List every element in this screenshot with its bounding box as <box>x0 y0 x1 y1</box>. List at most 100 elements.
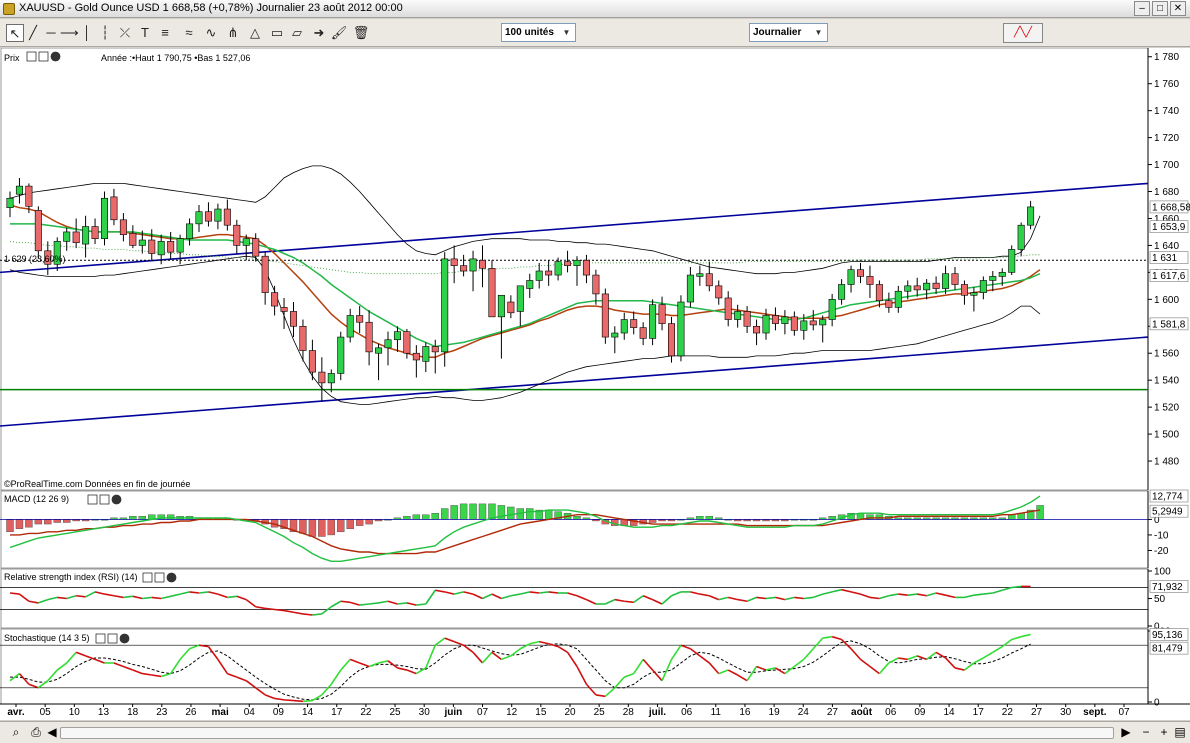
units-select[interactable]: 100 unités ▼ <box>501 23 576 42</box>
rsi-line-segment <box>170 593 181 598</box>
candle-up <box>923 282 931 291</box>
candle-down <box>25 185 33 207</box>
lower-band-label-box <box>1149 317 1189 331</box>
macd-close-icon <box>111 494 122 505</box>
minimize-icon[interactable]: – <box>1134 1 1150 16</box>
units-select-value: 100 unités <box>505 27 554 38</box>
stoch-k-value-label: 95,136 <box>1152 630 1183 641</box>
stoch-k-segment <box>746 666 758 682</box>
macd-histogram-bar <box>696 516 704 520</box>
text-tool-icon[interactable]: T <box>141 25 149 40</box>
pitchfork-icon[interactable]: ⋔ <box>227 25 239 40</box>
arrow-tool-icon[interactable]: ➜ <box>313 25 325 40</box>
candle-up <box>195 211 203 225</box>
macd-line <box>9 495 1041 562</box>
zoom-in-icon[interactable]: + <box>1160 725 1168 739</box>
rsi-line-segment <box>539 591 549 594</box>
candle-down <box>743 311 751 327</box>
candle-up <box>942 273 950 289</box>
stoch-k-segment <box>548 643 559 648</box>
candle-up <box>894 290 902 308</box>
stoch-k-segment <box>963 662 975 671</box>
cross-line-icon[interactable]: ⤫ <box>119 25 131 40</box>
time-tick-label: 09 <box>914 707 926 718</box>
vertical-line-dotted-icon[interactable]: ┆ <box>101 25 109 40</box>
fibonacci-icon[interactable]: ≡ <box>161 25 169 40</box>
rsi-line-segment <box>652 598 663 605</box>
pointer-icon[interactable]: ↖ <box>6 24 24 42</box>
candle-down <box>488 268 496 318</box>
scroll-right-icon[interactable]: ▶ <box>1121 725 1131 739</box>
panel-headers: Prix Année :•Haut 1 790,75 •Bas 1 527,06… <box>4 53 250 643</box>
macd-histogram-bar <box>346 519 354 529</box>
stoch-k-segment <box>623 672 634 678</box>
close-icon[interactable]: ✕ <box>1170 1 1186 16</box>
horizontal-line-icon[interactable]: ─ <box>46 25 56 40</box>
zigzag-icon[interactable]: ≈ <box>185 25 193 40</box>
rsi-line-segment <box>973 593 984 596</box>
time-tick-label: 22 <box>360 707 372 718</box>
candle-down <box>233 224 241 246</box>
stoch-k-segment <box>491 651 502 661</box>
time-tick-label: 27 <box>827 707 839 718</box>
scroll-left-icon[interactable]: ◀ <box>47 725 57 739</box>
print-icon[interactable]: ⎙ <box>31 725 41 739</box>
stoch-k-segment <box>311 694 323 702</box>
trash-icon[interactable]: 🗑 <box>352 25 370 40</box>
zoom-icon[interactable]: ⌕ <box>12 725 20 739</box>
line-tool-icon[interactable]: ╱ <box>29 25 37 40</box>
candle-up <box>526 280 534 289</box>
rsi-line-segment <box>926 592 937 597</box>
zoom-out-icon[interactable]: − <box>1142 725 1150 739</box>
macd-signal-value-label-box <box>1149 504 1189 518</box>
paint-bucket-icon[interactable]: 🖌 <box>330 25 348 40</box>
settings-icon[interactable]: ▤ <box>1174 725 1186 739</box>
time-scrollbar[interactable] <box>60 727 1114 739</box>
candle-up <box>346 315 354 338</box>
rsi-value-label: 71,932 <box>1152 582 1183 593</box>
candle-up <box>242 238 250 246</box>
macd-histogram-bar <box>705 516 713 520</box>
maximize-icon[interactable]: □ <box>1152 1 1168 16</box>
rsi-line-segment <box>841 588 852 593</box>
stoch-k-segment <box>756 665 767 671</box>
rsi-line-segment <box>614 598 625 603</box>
stoch-k-segment <box>604 687 616 697</box>
macd-histogram-bar <box>1036 505 1044 520</box>
rectangle-tool-icon[interactable]: ▭ <box>270 25 284 40</box>
channel-tool-icon[interactable]: ▱ <box>292 25 302 40</box>
macd-tick-label: -20 <box>1154 546 1169 557</box>
rsi-tick-label: 0 <box>1154 622 1160 633</box>
stoch-k-segment <box>406 669 417 675</box>
rsi-line-segment <box>671 591 682 597</box>
stoch-k-segment <box>207 646 219 660</box>
ray-icon[interactable]: ⟶ <box>60 25 79 40</box>
chevron-down-icon: ▼ <box>814 28 823 37</box>
candle-down <box>715 285 723 299</box>
rsi-line-segment <box>765 596 776 600</box>
rsi-line-segment <box>425 589 436 605</box>
vertical-line-icon[interactable]: │ <box>82 25 92 40</box>
rsi-line-segment <box>708 595 720 601</box>
period-select[interactable]: Journalier ▼ <box>749 23 828 42</box>
wave-tool-icon[interactable]: ∿ <box>205 25 217 40</box>
rsi-line-segment <box>605 598 616 605</box>
rsi-line-segment <box>482 593 493 600</box>
rsi-line-segment <box>1011 585 1022 589</box>
stoch-k-segment <box>37 680 49 689</box>
candle-up <box>762 315 770 334</box>
rsi-line-segment <box>189 591 200 594</box>
stoch-k-segment <box>434 637 446 646</box>
rsi-line-segment <box>624 600 634 604</box>
rsi-line-segment <box>312 613 322 616</box>
rsi-line-segment <box>907 593 918 596</box>
rsi-line-segment <box>642 595 653 601</box>
macd-histogram-bar <box>327 519 335 536</box>
triangle-tool-icon[interactable]: △ <box>250 25 260 40</box>
time-tick-label: 19 <box>769 707 781 718</box>
indicators-icon[interactable]: ╱╲╱ <box>1003 23 1043 43</box>
rsi-line-segment <box>992 589 1003 594</box>
title-bar: XAUUSD - Gold Ounce USD 1 668,58 (+0,78%… <box>0 0 1190 18</box>
